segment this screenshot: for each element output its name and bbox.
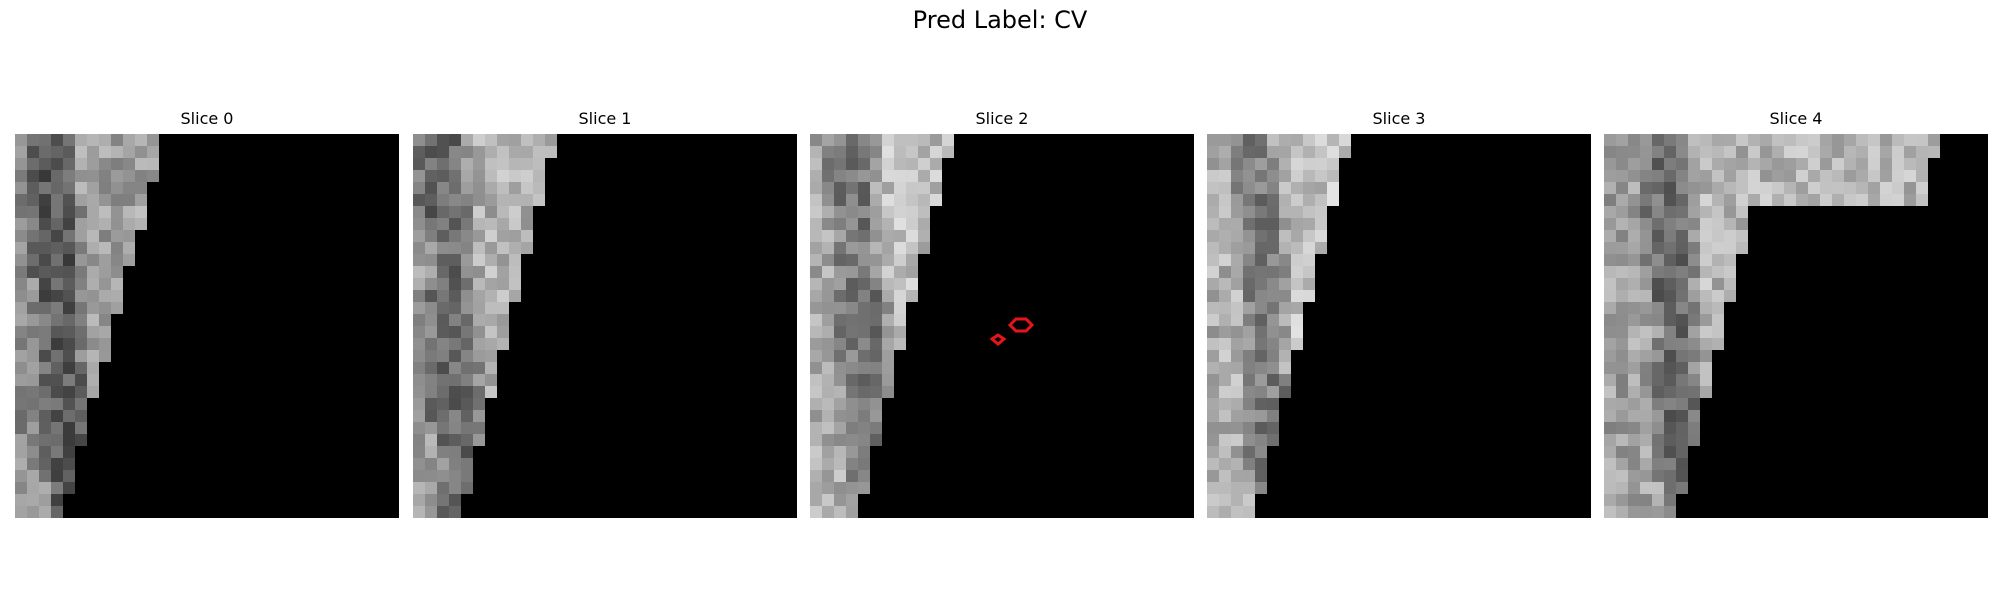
panel-title-slice-3: Slice 3 <box>1372 109 1426 128</box>
slice-3-image <box>1207 134 1591 518</box>
slice-0-image <box>15 134 399 518</box>
panel-title-slice-2: Slice 2 <box>975 109 1029 128</box>
panel-title-slice-4: Slice 4 <box>1769 109 1823 128</box>
slice-2-mask-contour <box>989 317 1035 346</box>
figure-suptitle: Pred Label: CV <box>912 6 1088 34</box>
mask-contour-large <box>1007 317 1035 333</box>
panel-title-slice-0: Slice 0 <box>180 109 234 128</box>
mask-contour-small <box>989 333 1007 346</box>
slice-1-image <box>413 134 797 518</box>
slice-4-image <box>1604 134 1988 518</box>
slice-2-image <box>810 134 1194 518</box>
panel-title-slice-1: Slice 1 <box>578 109 632 128</box>
